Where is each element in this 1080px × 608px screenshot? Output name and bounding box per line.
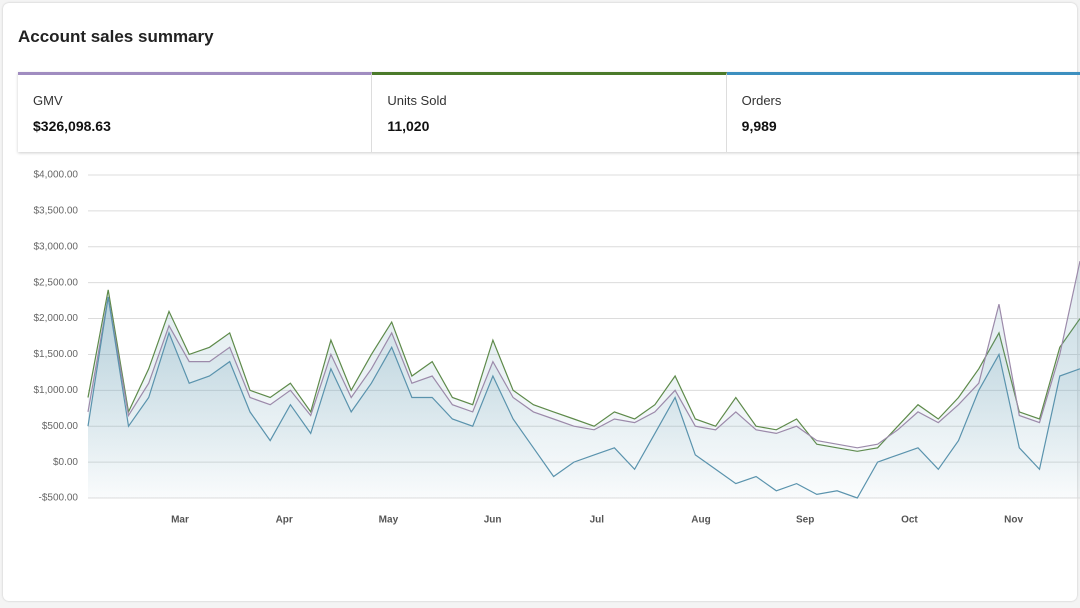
y-tick-label: $3,500.00 (34, 206, 79, 217)
x-tick-label: Nov (1004, 515, 1023, 526)
y-tick-label: $3,000.00 (34, 241, 79, 252)
card-value: 11,020 (387, 118, 430, 134)
y-tick-label: $2,500.00 (34, 277, 79, 288)
y-tick-label: $0.00 (53, 457, 78, 468)
line (87, 296, 1080, 499)
card-label: GMV (33, 93, 63, 108)
line (87, 260, 1080, 449)
card[interactable]: Units Sold 11,020 (372, 72, 727, 152)
x-tick-label: Oct (901, 515, 918, 526)
x-tick-label: Mar (171, 515, 189, 526)
y-tick-label: $500.00 (42, 421, 79, 432)
title: Account sales summary (18, 27, 214, 46)
x-tick-label: Jul (590, 515, 605, 526)
card-value: $326,098.63 (33, 118, 111, 134)
card[interactable]: Orders 9,989 (726, 72, 1080, 152)
y-tick-label: $2,000.00 (34, 313, 79, 324)
x-tick-label: Aug (691, 515, 710, 526)
y-tick-label: $1,000.00 (34, 385, 79, 396)
y-tick-label: -$500.00 (39, 493, 79, 504)
card-value: 9,989 (741, 118, 777, 134)
card[interactable]: GMV $326,098.63 (18, 72, 373, 152)
line (87, 289, 1080, 452)
area (88, 297, 1080, 498)
y-tick-label: $1,500.00 (34, 349, 79, 360)
x-tick-label: Apr (276, 515, 293, 526)
panel (3, 3, 1077, 601)
cards: GMV $326,098.63 Units Sold 11,020 Orders 9,… (18, 72, 1080, 152)
x-tick-label: May (379, 515, 399, 526)
x-tick-label: Jun (484, 515, 502, 526)
card-label: Units Sold (387, 93, 447, 108)
card-label: Orders (741, 93, 782, 108)
y-tick-label: $4,000.00 (34, 170, 79, 181)
x-tick-label: Sep (796, 515, 814, 526)
